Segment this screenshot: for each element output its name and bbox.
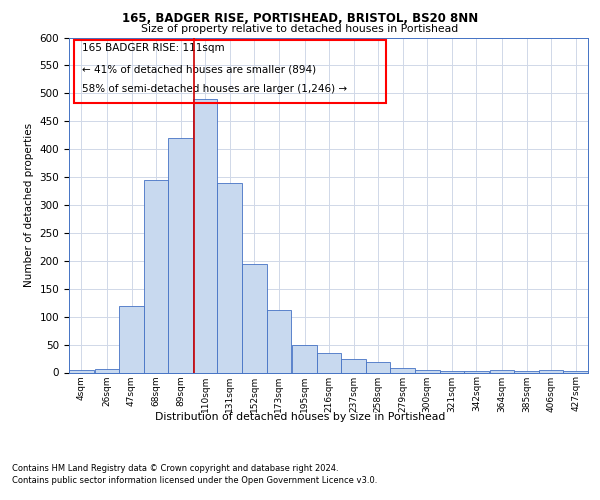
Text: Distribution of detached houses by size in Portishead: Distribution of detached houses by size …	[155, 412, 445, 422]
Bar	[366, 362, 391, 372]
Y-axis label: Number of detached properties: Number of detached properties	[24, 123, 34, 287]
Bar	[169, 138, 193, 372]
Bar	[415, 370, 440, 372]
Bar	[119, 306, 144, 372]
Bar	[391, 368, 415, 372]
Bar	[539, 370, 563, 372]
Text: 58% of semi-detached houses are larger (1,246) →: 58% of semi-detached houses are larger (…	[82, 84, 347, 94]
Text: Contains public sector information licensed under the Open Government Licence v3: Contains public sector information licen…	[12, 476, 377, 485]
Bar	[69, 370, 94, 372]
Bar	[144, 180, 169, 372]
Bar	[193, 99, 217, 372]
Bar	[317, 353, 341, 372]
Bar	[217, 182, 242, 372]
Text: 165, BADGER RISE, PORTISHEAD, BRISTOL, BS20 8NN: 165, BADGER RISE, PORTISHEAD, BRISTOL, B…	[122, 12, 478, 24]
Text: 165 BADGER RISE: 111sqm: 165 BADGER RISE: 111sqm	[82, 42, 224, 52]
Bar	[266, 310, 291, 372]
Text: ← 41% of detached houses are smaller (894): ← 41% of detached houses are smaller (89…	[82, 64, 316, 74]
Text: Contains HM Land Registry data © Crown copyright and database right 2024.: Contains HM Land Registry data © Crown c…	[12, 464, 338, 473]
Bar	[95, 368, 119, 372]
Bar	[292, 344, 317, 372]
Bar	[74, 40, 386, 103]
Text: Size of property relative to detached houses in Portishead: Size of property relative to detached ho…	[142, 24, 458, 34]
Bar	[490, 370, 514, 372]
Bar	[242, 264, 266, 372]
Bar	[341, 358, 366, 372]
